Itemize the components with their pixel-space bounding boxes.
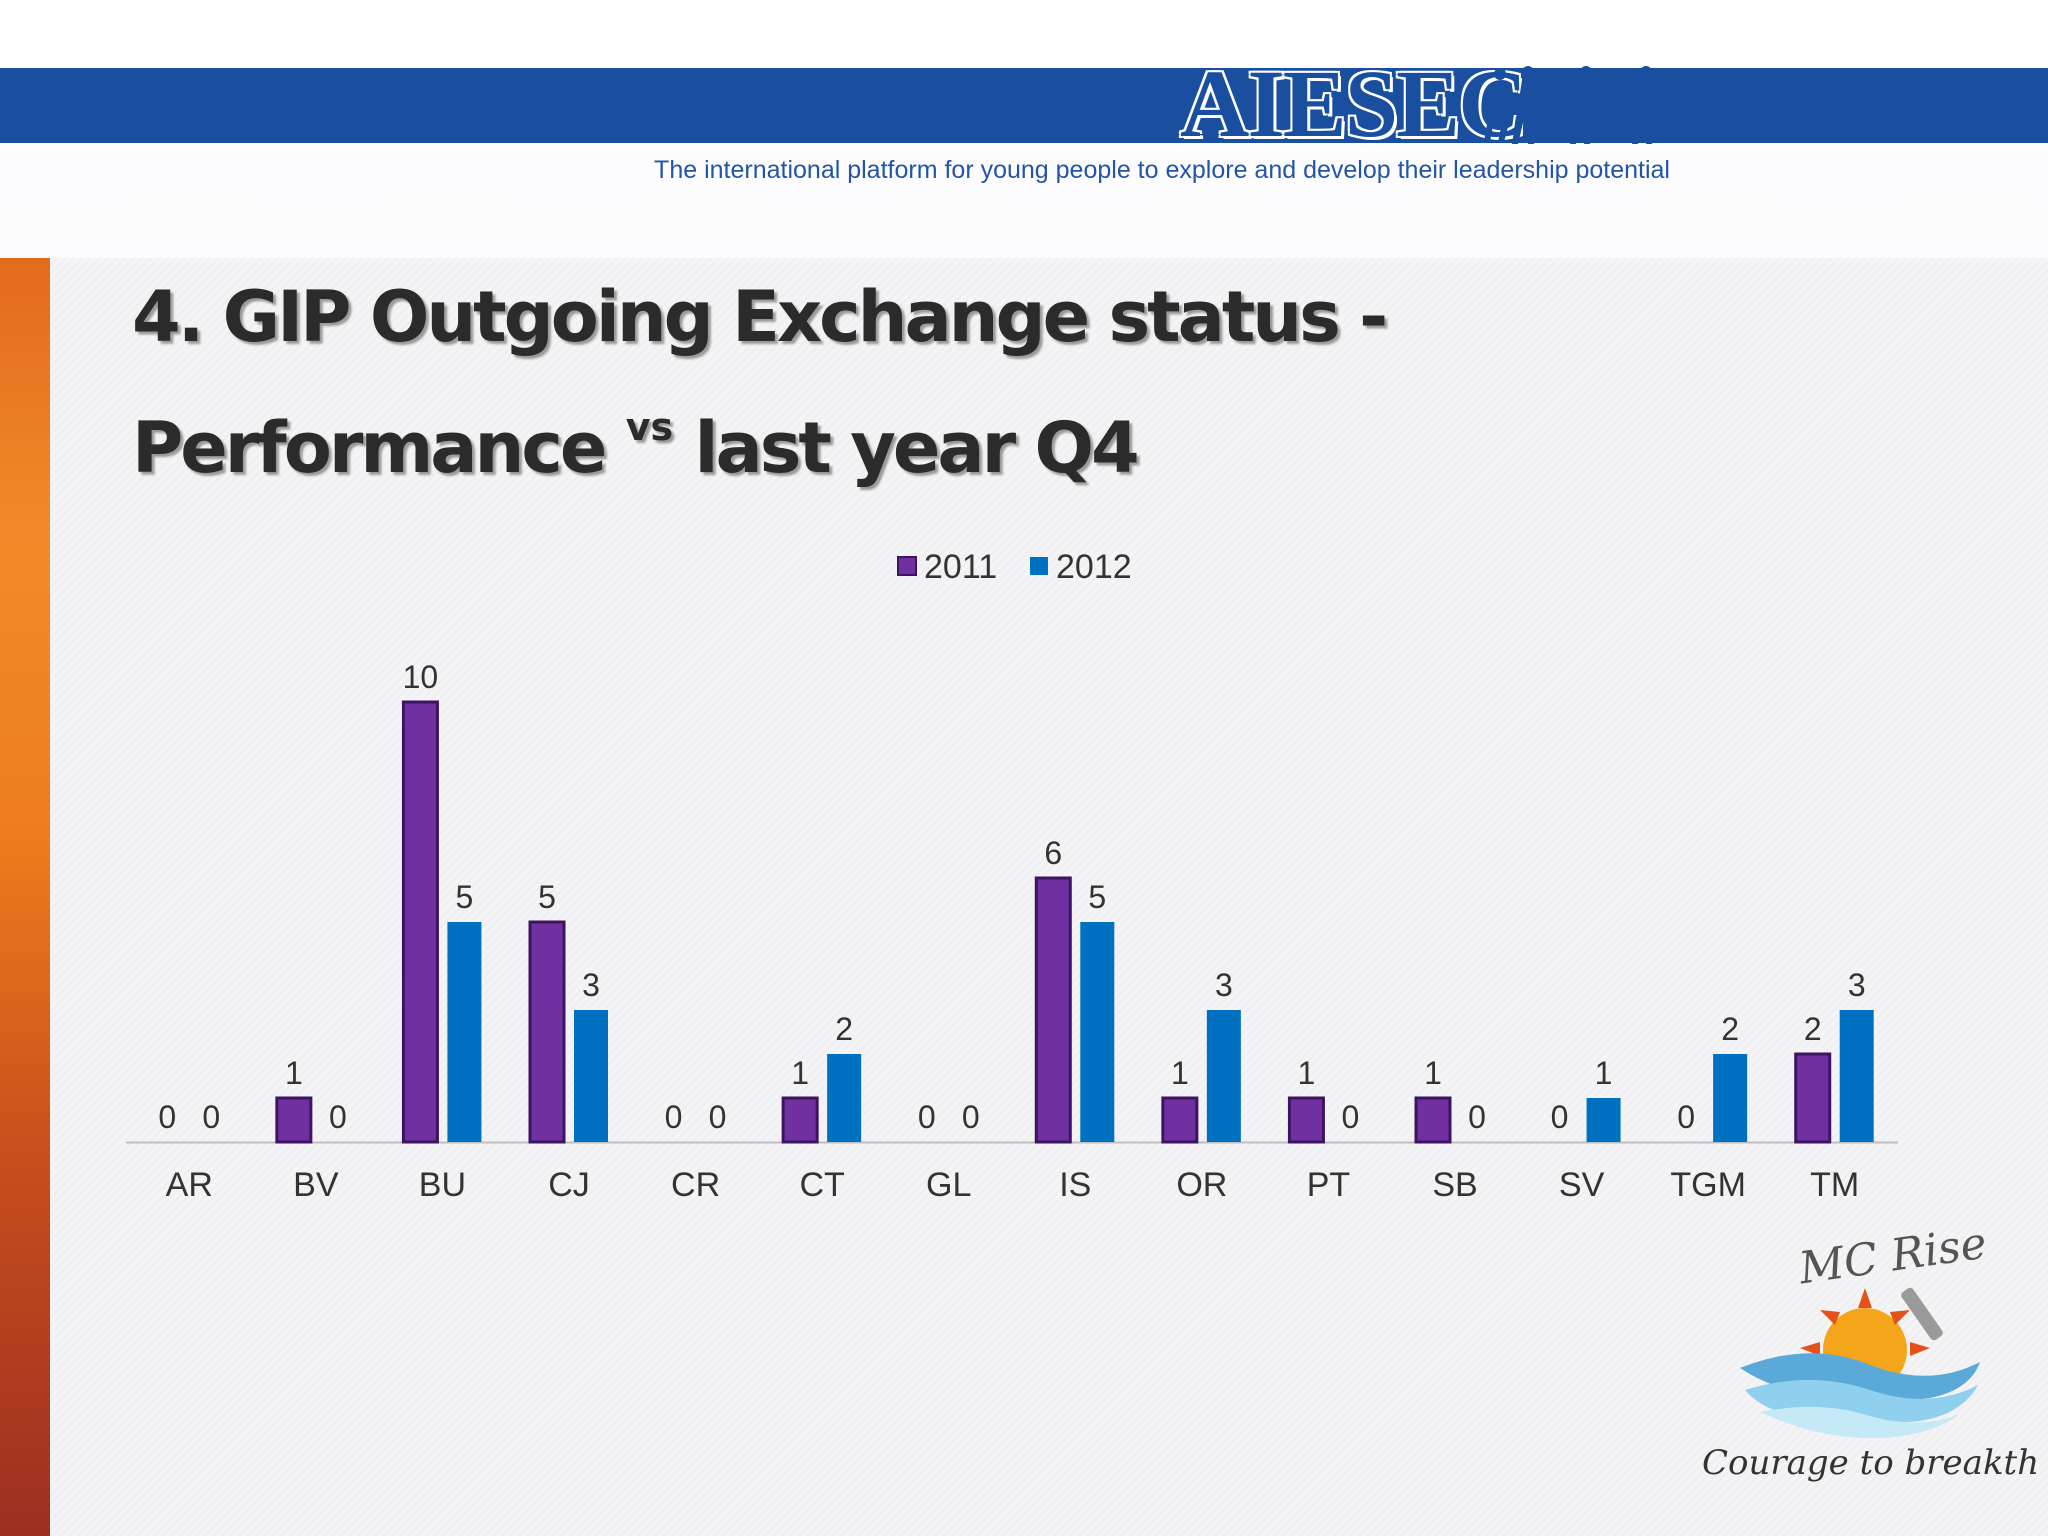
wave-icon xyxy=(1740,1353,1980,1439)
data-label-2012-GL: 0 xyxy=(962,1099,980,1135)
bar-2011-SB xyxy=(1414,1096,1452,1144)
data-label-2011-IS: 6 xyxy=(1044,835,1062,871)
bar-2012-TGM xyxy=(1713,1054,1748,1142)
data-label-2012-AR: 0 xyxy=(202,1099,220,1135)
slide-title: 4. GIP Outgoing Exchange status - Perfor… xyxy=(132,262,1632,503)
x-tick-label-AR: AR xyxy=(166,1166,213,1204)
bar-2012-CJ xyxy=(574,1010,608,1142)
data-label-2011-AR: 0 xyxy=(158,1099,176,1135)
bar-2012-TM xyxy=(1839,1010,1874,1142)
bar-2012-OR xyxy=(1206,1010,1241,1142)
data-label-2012-SV: 1 xyxy=(1595,1055,1613,1091)
x-tick-label-IS: IS xyxy=(1059,1166,1091,1204)
data-label-2011-OR: 1 xyxy=(1171,1055,1189,1091)
title-line-2-a: Performance xyxy=(132,407,607,489)
data-label-2011-PT: 1 xyxy=(1298,1055,1316,1091)
data-label-2012-BU: 5 xyxy=(456,879,474,915)
bar-2011-BU xyxy=(401,700,439,1144)
header-band xyxy=(0,68,2048,143)
bar-2011-PT xyxy=(1287,1096,1325,1144)
legend-swatch-2011 xyxy=(897,556,917,576)
data-label-2011-CT: 1 xyxy=(791,1055,809,1091)
mc-rise-slogan: Courage to breakthrough xyxy=(1702,1443,2040,1483)
x-tick-label-OR: OR xyxy=(1176,1166,1227,1204)
walking-people-icon xyxy=(1484,66,1660,144)
data-label-2011-SB: 1 xyxy=(1424,1055,1442,1091)
data-label-2012-CR: 0 xyxy=(709,1099,727,1135)
legend-label-2012: 2012 xyxy=(1056,548,1132,586)
bar-2011-CT xyxy=(781,1096,819,1144)
data-label-2011-CJ: 5 xyxy=(538,879,556,915)
x-tick-label-PT: PT xyxy=(1307,1166,1350,1204)
legend-swatch-2012 xyxy=(1030,557,1048,575)
data-label-2012-OR: 3 xyxy=(1215,967,1233,1003)
data-label-2012-PT: 0 xyxy=(1342,1099,1360,1135)
data-label-2011-BU: 10 xyxy=(403,659,439,695)
data-label-2011-SV: 0 xyxy=(1551,1099,1569,1135)
data-label-2012-IS: 5 xyxy=(1088,879,1106,915)
x-tick-label-BV: BV xyxy=(293,1166,339,1204)
x-tick-label-TGM: TGM xyxy=(1670,1166,1746,1204)
mc-rise-logo-name: MC Rise xyxy=(1795,1230,1990,1295)
data-label-2012-BV: 0 xyxy=(329,1099,347,1135)
data-label-2012-CJ: 3 xyxy=(582,967,600,1003)
bar-2012-BU xyxy=(447,922,482,1142)
x-tick-label-CJ: CJ xyxy=(548,1166,590,1204)
x-tick-label-CT: CT xyxy=(799,1166,844,1204)
data-label-2012-TGM: 2 xyxy=(1721,1011,1739,1047)
data-label-2012-SB: 0 xyxy=(1468,1099,1486,1135)
data-label-2011-TGM: 0 xyxy=(1677,1099,1695,1135)
data-label-2012-TM: 3 xyxy=(1848,967,1866,1003)
title-vs: vs xyxy=(625,405,674,449)
mc-rise-logo: MC Rise Courage to breakthrough xyxy=(1702,1230,2040,1483)
data-label-2012-CT: 2 xyxy=(835,1011,853,1047)
bar-2012-IS xyxy=(1080,922,1115,1142)
x-tick-label-TM: TM xyxy=(1810,1166,1859,1204)
left-accent-bar xyxy=(0,258,50,1536)
data-label-2011-TM: 2 xyxy=(1804,1011,1822,1047)
title-line-1: 4. GIP Outgoing Exchange status - xyxy=(132,276,1388,358)
data-label-2011-CR: 0 xyxy=(665,1099,683,1135)
bar-2011-BV xyxy=(275,1096,313,1144)
bar-2011-IS xyxy=(1034,876,1072,1144)
title-line-2-b: last year Q4 xyxy=(694,407,1140,489)
legend-label-2011: 2011 xyxy=(924,548,997,586)
aiesec-logo: AIESEC xyxy=(1180,50,1527,157)
data-label-2011-GL: 0 xyxy=(918,1099,936,1135)
bar-2011-OR xyxy=(1161,1096,1199,1144)
x-tick-label-BU: BU xyxy=(419,1166,466,1204)
x-tick-label-CR: CR xyxy=(671,1166,720,1204)
bar-2011-CJ xyxy=(528,920,566,1144)
x-tick-label-SB: SB xyxy=(1432,1166,1477,1204)
bar-2011-TM xyxy=(1794,1052,1832,1144)
tagline: The international platform for young peo… xyxy=(654,156,1670,184)
bar-2012-SV xyxy=(1586,1098,1621,1142)
data-label-2011-BV: 1 xyxy=(285,1055,303,1091)
x-tick-label-SV: SV xyxy=(1559,1166,1605,1204)
x-tick-label-GL: GL xyxy=(926,1166,971,1204)
bar-2012-CT xyxy=(827,1054,862,1142)
